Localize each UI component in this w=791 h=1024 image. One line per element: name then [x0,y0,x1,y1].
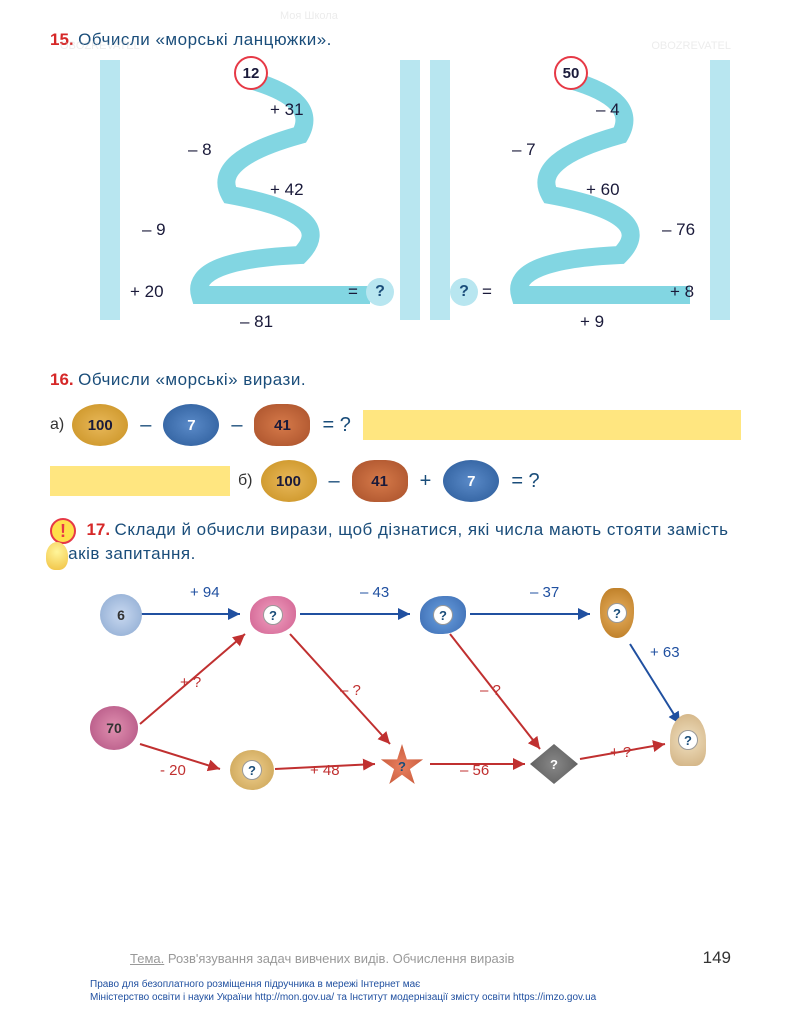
flatfish-icon: 100 [261,460,317,502]
edge-label: – ? [340,682,361,699]
node-value: ? [607,603,627,623]
answer-strip [50,466,230,496]
ray-node: ? [530,744,578,784]
sea-creatures-graph: 6 ? ? ? 70 ? ? ? ? + 94 – 43 – 37 + 63 + ? – … [50,574,741,814]
fish-blue-node: ? [420,596,466,634]
edge-label: – 56 [460,762,489,779]
exercise-number: 16. [50,370,74,389]
exercise-number: 17. [86,520,110,539]
crab-icon: 41 [254,404,310,446]
chain-op: – 7 [512,140,536,160]
chain-op: – 4 [596,100,620,120]
rights-line: Міністерство освіти і науки України http… [90,991,596,1004]
node-value: ? [242,760,262,780]
edge-label: - 20 [160,762,186,779]
chain-op: + 8 [670,282,694,302]
expression-row-a: а) 100 – 7 – 41 = ? [50,404,741,446]
chain-start-value: 12 [234,56,268,90]
seahorse-node: ? [600,588,634,638]
chain-result: ? [366,278,394,306]
chain-op: + 9 [580,312,604,332]
tema-text: Розв'язування задач вивчених видів. Обчи… [168,951,515,966]
starfish-node: ? [380,744,424,788]
chain-start-value: 50 [554,56,588,90]
exercise-15-header: 15. Обчисли «морські ланцюжки». [50,30,741,50]
edge-label: – 37 [530,584,559,601]
vertical-bar [400,60,420,320]
node-value: ? [678,730,698,750]
jellyfish-node: 6 [100,594,142,636]
operator: – [227,414,246,437]
equals-question: = ? [507,470,543,493]
exercise-17-header: ! 17. Склади й обчисли вирази, щоб дізна… [50,518,741,564]
node-value: 6 [117,607,125,623]
exercise-16-header: 16. Обчисли «морські» вирази. [50,370,741,390]
chain-right: 50 – 4 – 7 + 60 – 76 + 8 + 9 ? = [430,60,710,330]
lightbulb-icon [46,542,68,570]
row-label: а) [50,416,64,434]
watermark: Моя Школа [280,10,338,22]
exercise-number: 15. [50,30,74,49]
alert-icon: ! [50,518,76,544]
edge-label: – ? [480,682,501,699]
operator: – [325,470,344,493]
exercise-text: Обчисли «морські» вирази. [78,370,306,389]
node-value: ? [433,605,453,625]
edge-label: + 48 [310,762,340,779]
node-value: ? [392,756,412,776]
footer-rights: Право для безоплатного розміщення підруч… [90,978,596,1004]
equals: = [348,282,358,302]
chain-op: + 31 [270,100,304,120]
rights-line: Право для безоплатного розміщення підруч… [90,978,596,991]
row-label: б) [238,472,253,490]
equals: = [482,282,492,302]
expression-row-b: б) 100 – 41 + 7 = ? [50,460,741,502]
squid-node: ? [670,714,706,766]
chain-op: + 42 [270,180,304,200]
chain-op: – 9 [142,220,166,240]
tema-label: Тема. [130,951,164,966]
edge-label: – 43 [360,584,389,601]
chain-op: + 20 [130,282,164,302]
exercise-text: Склади й обчисли вирази, щоб дізнатися, … [50,520,729,563]
chain-op: + 60 [586,180,620,200]
angelfish-icon: 7 [443,460,499,502]
equals-question: = ? [318,414,354,437]
footer-tema: Тема. Розв'язування задач вивчених видів… [130,951,514,966]
exercise-text: Обчисли «морські ланцюжки». [78,30,332,49]
answer-strip [363,410,741,440]
graph-arrows [50,574,750,814]
node-value: ? [544,754,564,774]
flatfish-icon: 100 [72,404,128,446]
vertical-bar [710,60,730,320]
node-value: 70 [106,720,122,736]
edge-label: + 63 [650,644,680,661]
chain-result: ? [450,278,478,306]
sea-chains-diagram: 12 + 31 – 8 + 42 – 9 + 20 – 81 = ? 50 – … [50,60,741,360]
operator: + [416,470,436,493]
chain-left: 12 + 31 – 8 + 42 – 9 + 20 – 81 = ? [110,60,390,330]
chain-op: – 76 [662,220,695,240]
node-value: ? [263,605,283,625]
chain-op: – 81 [240,312,273,332]
edge-label: + ? [610,744,631,761]
edge-label: + ? [180,674,201,691]
fish-pink-node: ? [250,596,296,634]
page-number: 149 [703,948,731,968]
nautilus-node: ? [230,750,274,790]
chain-op: – 8 [188,140,212,160]
operator: – [136,414,155,437]
edge-label: + 94 [190,584,220,601]
angelfish-icon: 7 [163,404,219,446]
crab-icon: 41 [352,460,408,502]
octopus-node: 70 [90,706,138,750]
